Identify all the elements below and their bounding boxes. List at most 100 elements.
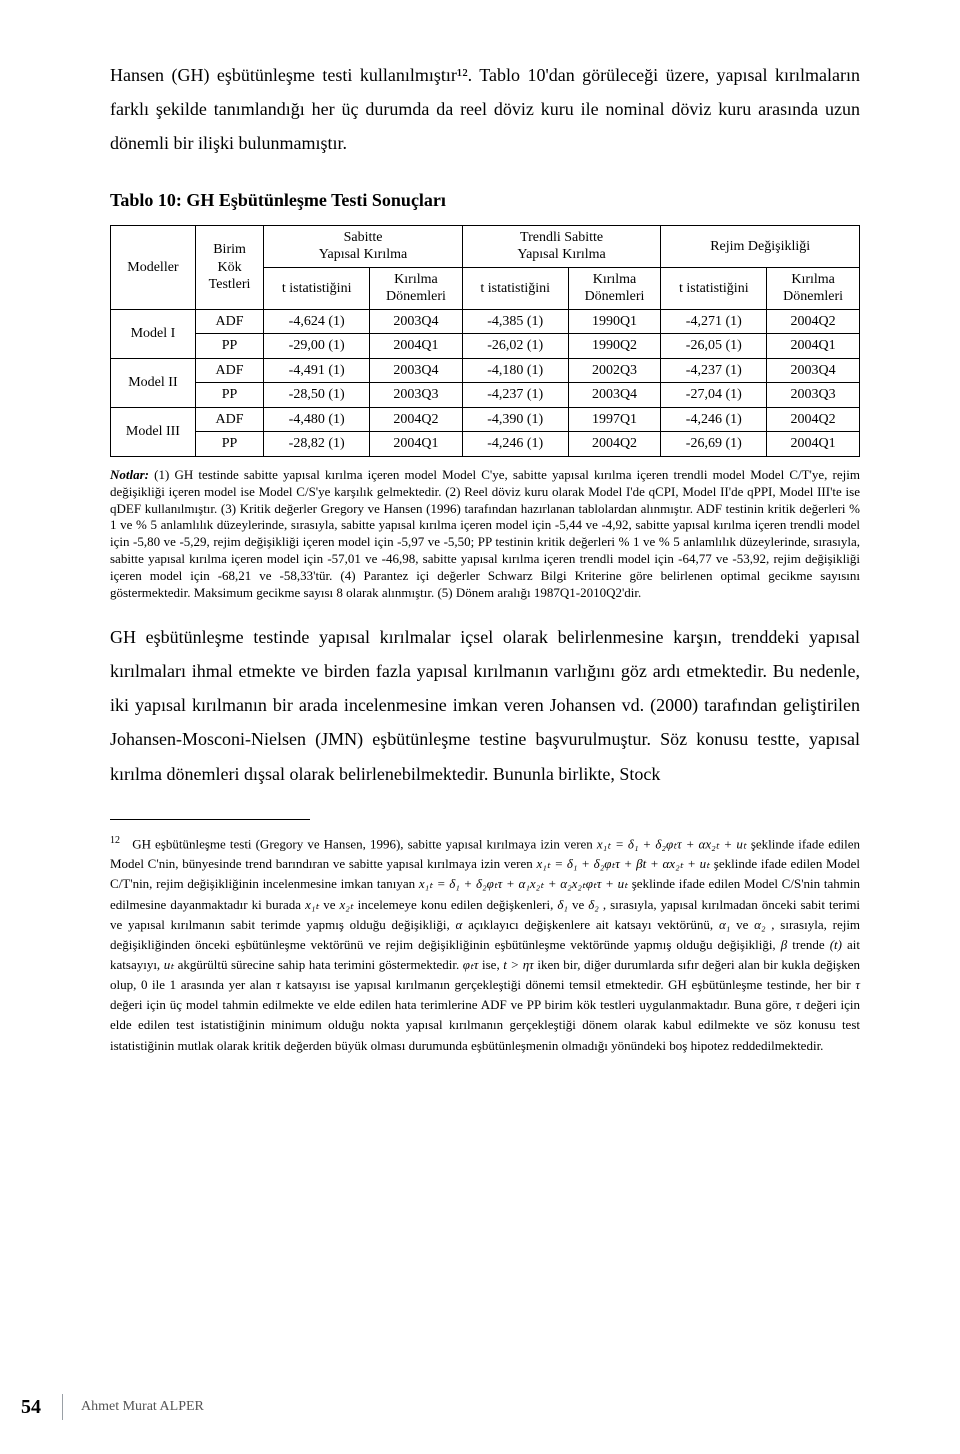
table-row: PP -28,82 (1) 2004Q1 -4,246 (1) 2004Q2 -… [111, 432, 860, 457]
fn-sym: τ [855, 977, 860, 992]
fn-sym: τ [796, 997, 801, 1012]
fn-eq-1: x₁ₜ = δ₁ + δ₂φₜτ + αx₂ₜ + uₜ [597, 836, 747, 851]
data-cell: -26,02 (1) [462, 334, 568, 359]
table-notes: Notlar: (1) GH testinde sabitte yapısal … [110, 467, 860, 602]
fn-sym: (t) [830, 937, 842, 952]
data-cell: 1990Q1 [568, 309, 661, 334]
footer-separator [62, 1394, 63, 1420]
th-tist-2: t istatistiğini [462, 267, 568, 309]
th-kirilma-1: Kırılma Dönemleri [370, 267, 463, 309]
th-tist-1: t istatistiğini [264, 267, 370, 309]
data-cell: 2004Q2 [568, 432, 661, 457]
footnote-separator [110, 819, 310, 820]
table-row: Model II ADF -4,491 (1) 2003Q4 -4,180 (1… [111, 358, 860, 383]
th-kirilma-2: Kırılma Dönemleri [568, 267, 661, 309]
fn-sym: δ₁ [557, 897, 568, 912]
fn-sym: x₁ₜ [305, 897, 319, 912]
data-cell: 2004Q1 [767, 432, 860, 457]
fn-text: ve [572, 897, 588, 912]
data-cell: -4,246 (1) [661, 407, 767, 432]
test-cell: ADF [195, 407, 263, 432]
fn-text: ise, [482, 957, 503, 972]
fn-sym: t > ητ [503, 957, 534, 972]
data-cell: 2004Q1 [767, 334, 860, 359]
table-title: Tablo 10: GH Eşbütünleşme Testi Sonuçlar… [110, 183, 860, 217]
data-cell: -4,624 (1) [264, 309, 370, 334]
table-row: Model I ADF -4,624 (1) 2003Q4 -4,385 (1)… [111, 309, 860, 334]
th-group-rejim: Rejim Değişikliği [661, 225, 860, 267]
data-cell: 2003Q4 [767, 358, 860, 383]
data-cell: 2004Q1 [370, 432, 463, 457]
th-group-trendli: Trendli Sabitte Yapısal Kırılma [462, 225, 661, 267]
data-cell: -4,385 (1) [462, 309, 568, 334]
data-cell: -28,82 (1) [264, 432, 370, 457]
data-cell: -4,271 (1) [661, 309, 767, 334]
fn-sym: α₁ [719, 917, 730, 932]
gh-results-table: Modeller Birim Kök Testleri Sabitte Yapı… [110, 225, 860, 457]
data-cell: 2003Q4 [370, 358, 463, 383]
fn-text: ve [736, 917, 754, 932]
data-cell: -4,237 (1) [661, 358, 767, 383]
data-cell: -4,390 (1) [462, 407, 568, 432]
fn-text: GH eşbütünleşme testi (Gregory ve Hansen… [132, 836, 597, 851]
data-cell: -26,05 (1) [661, 334, 767, 359]
test-cell: ADF [195, 358, 263, 383]
test-cell: ADF [195, 309, 263, 334]
footnote-12: 12 GH eşbütünleşme testi (Gregory ve Han… [110, 833, 860, 1056]
fn-sym: α [455, 917, 462, 932]
data-cell: 2004Q2 [767, 309, 860, 334]
data-cell: -27,04 (1) [661, 383, 767, 408]
data-cell: 2004Q2 [767, 407, 860, 432]
fn-sym: α₂ [754, 917, 765, 932]
data-cell: -4,237 (1) [462, 383, 568, 408]
data-cell: -4,491 (1) [264, 358, 370, 383]
fn-text: incelemeye konu edilen değişkenleri, [358, 897, 558, 912]
fn-eq-3: x₁ₜ = δ₁ + δ₂φₜτ + α₁x₂ₜ + α₂x₂ₜφₜτ + uₜ [419, 876, 628, 891]
fn-text: değeri için üç model tahmin edilmekte ve… [110, 997, 796, 1012]
footer-author: Ahmet Murat ALPER [81, 1394, 204, 1421]
data-cell: -29,00 (1) [264, 334, 370, 359]
page-number: 54 [0, 1388, 62, 1426]
model-cell: Model I [111, 309, 196, 358]
data-cell: 2003Q3 [767, 383, 860, 408]
data-cell: 2004Q1 [370, 334, 463, 359]
test-cell: PP [195, 432, 263, 457]
data-cell: 1997Q1 [568, 407, 661, 432]
fn-eq-2: x₁ₜ = δ₁ + δ₂φₜτ + βt + αx₂ₜ + uₜ [536, 856, 710, 871]
data-cell: 2003Q4 [568, 383, 661, 408]
fn-sym: β [781, 937, 787, 952]
page-footer: 54 Ahmet Murat ALPER [0, 1388, 960, 1426]
table-row: PP -29,00 (1) 2004Q1 -26,02 (1) 1990Q2 -… [111, 334, 860, 359]
fn-sym: uₜ [164, 957, 174, 972]
fn-sym: φₜτ [463, 957, 479, 972]
fn-text: akgürültü sürecine sahip hata terimini g… [178, 957, 463, 972]
data-cell: -4,246 (1) [462, 432, 568, 457]
model-cell: Model III [111, 407, 196, 456]
th-kirilma-3: Kırılma Dönemleri [767, 267, 860, 309]
th-birim: Birim Kök Testleri [195, 225, 263, 309]
data-cell: -4,180 (1) [462, 358, 568, 383]
fn-text: trende [792, 937, 830, 952]
th-tist-3: t istatistiğini [661, 267, 767, 309]
fn-sym: τ [276, 977, 281, 992]
notes-label: Notlar: [110, 467, 149, 482]
table-row: Model III ADF -4,480 (1) 2004Q2 -4,390 (… [111, 407, 860, 432]
fn-text: açıklayıcı değişkenlere ait katsayı vekt… [468, 917, 719, 932]
model-cell: Model II [111, 358, 196, 407]
th-group-sabitte: Sabitte Yapısal Kırılma [264, 225, 463, 267]
data-cell: 1990Q2 [568, 334, 661, 359]
data-cell: -26,69 (1) [661, 432, 767, 457]
fn-text: katsayısı ise yapısal kırılmanın gerçekl… [285, 977, 855, 992]
fn-sym: δ₂ [588, 897, 599, 912]
data-cell: -4,480 (1) [264, 407, 370, 432]
footnote-marker: 12 [110, 835, 120, 846]
data-cell: 2003Q4 [370, 309, 463, 334]
fn-text: ve [323, 897, 339, 912]
data-cell: -28,50 (1) [264, 383, 370, 408]
data-cell: 2004Q2 [370, 407, 463, 432]
test-cell: PP [195, 383, 263, 408]
table-row: PP -28,50 (1) 2003Q3 -4,237 (1) 2003Q4 -… [111, 383, 860, 408]
intro-paragraph: Hansen (GH) eşbütünleşme testi kullanılm… [110, 58, 860, 161]
body-paragraph: GH eşbütünleşme testinde yapısal kırılma… [110, 620, 860, 791]
th-modeller: Modeller [111, 225, 196, 309]
